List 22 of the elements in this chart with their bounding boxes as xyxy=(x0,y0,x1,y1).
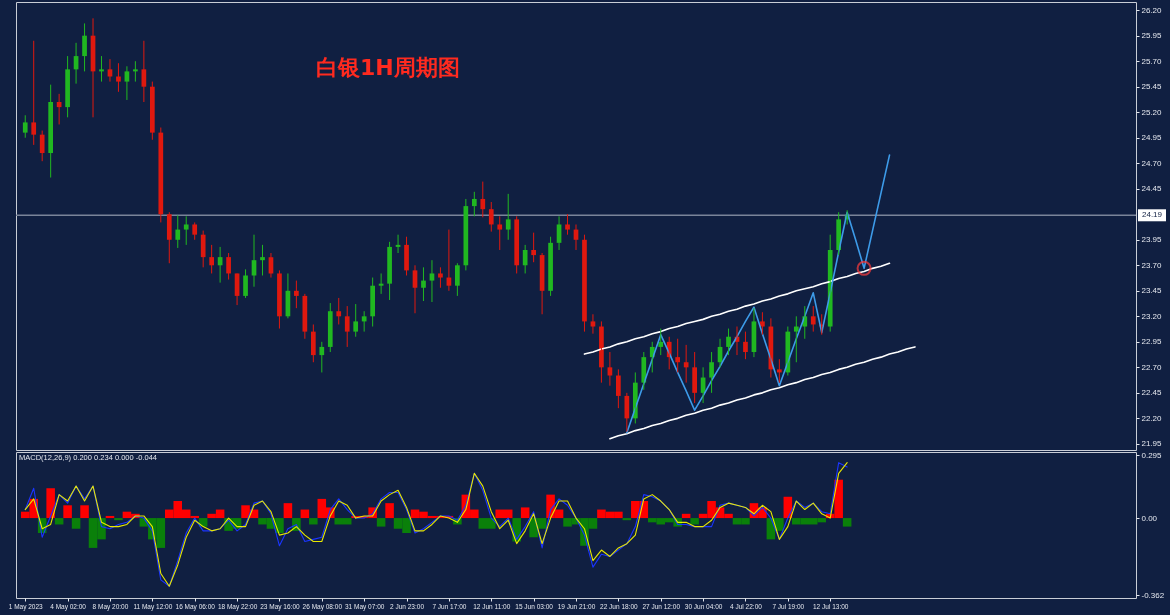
y-tick-label: 26.20 xyxy=(1141,5,1163,15)
y-tick-label: 22.45 xyxy=(1141,388,1163,398)
y-tick-label: 25.70 xyxy=(1141,56,1163,66)
y-tick-label: 21.95 xyxy=(1141,439,1163,449)
y-tick-label: 23.95 xyxy=(1141,235,1163,245)
y-tick-label: 22.95 xyxy=(1141,337,1163,347)
y-tick-label: 24.95 xyxy=(1141,133,1163,143)
y-tick-label: 22.20 xyxy=(1141,413,1163,423)
y-tick-label: 23.20 xyxy=(1141,311,1163,321)
text: 白银1H周期图 xyxy=(316,55,460,80)
y-tick-label: 24.45 xyxy=(1141,184,1163,194)
y-tick-label: 22.70 xyxy=(1141,362,1163,372)
y-tick-label: 0.295 xyxy=(1141,450,1163,460)
y-tick-label: 23.45 xyxy=(1141,286,1163,296)
ref-line-label: 24.19 xyxy=(1141,210,1163,220)
y-tick-label: 25.95 xyxy=(1141,31,1163,41)
y-tick-label: 0.00 xyxy=(1141,513,1158,523)
y-tick-label: 24.70 xyxy=(1141,158,1163,168)
y-tick-label: 25.20 xyxy=(1141,107,1163,117)
y-tick-label: 23.70 xyxy=(1141,260,1163,270)
y-tick-label: -0.362 xyxy=(1141,590,1165,600)
y-tick-label: 25.45 xyxy=(1141,82,1163,92)
